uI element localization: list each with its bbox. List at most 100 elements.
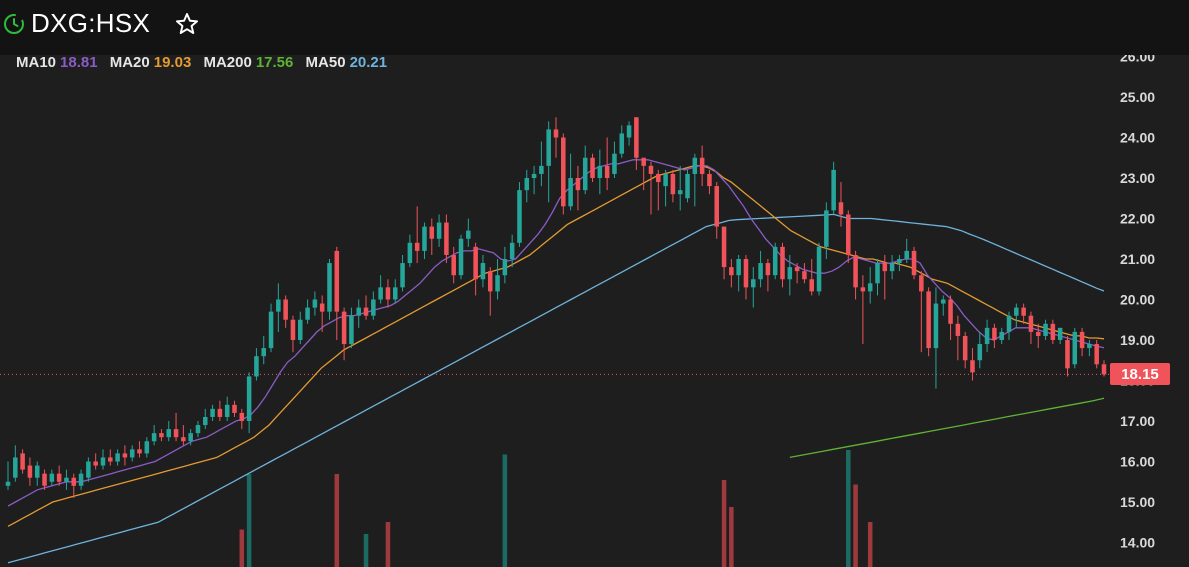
volume-bar <box>721 480 727 567</box>
candle-body <box>137 449 142 454</box>
candle-body <box>1006 315 1012 332</box>
candle-body <box>385 287 391 300</box>
candle-body <box>553 129 559 138</box>
candle-body <box>736 259 741 276</box>
candle-body <box>451 254 456 276</box>
candle-body <box>875 263 880 284</box>
candle-body <box>707 173 712 187</box>
candle-body <box>1014 307 1019 316</box>
candle-body <box>999 331 1004 340</box>
candle-body <box>1035 331 1041 336</box>
candle-body <box>992 327 997 340</box>
candle-body <box>312 299 318 308</box>
candle-body <box>429 226 435 239</box>
candle-body <box>203 416 208 426</box>
volume-bar <box>334 474 340 567</box>
candle-body <box>71 477 77 486</box>
candle-body <box>195 425 201 434</box>
candle-body <box>604 165 610 178</box>
candle-body <box>20 453 25 470</box>
candle-body <box>729 267 734 276</box>
candle-body <box>984 327 990 345</box>
candle-body <box>911 250 917 276</box>
candle-body <box>1050 323 1056 340</box>
candle-body <box>13 457 18 478</box>
y-axis-tick-label: 15.00 <box>1120 494 1155 510</box>
watchlist-star-icon[interactable] <box>174 11 200 37</box>
candle-body <box>56 473 62 482</box>
volume-bar <box>246 474 252 567</box>
candle-body <box>685 173 690 199</box>
candle-body <box>480 263 486 280</box>
y-axis-tick-label: 25.00 <box>1120 89 1155 105</box>
candle-body <box>254 356 259 377</box>
candle-body <box>115 453 120 462</box>
ma20-value: 19.03 <box>153 54 192 71</box>
candle-body <box>5 481 11 486</box>
price-chart[interactable]: 14.0015.0016.0017.0018.0019.0020.0021.00… <box>0 55 1189 567</box>
candle-body <box>436 222 442 239</box>
candle-body <box>1057 327 1063 340</box>
ma50-label: MA50 <box>305 54 346 71</box>
candle-body <box>853 254 858 288</box>
candle-body <box>926 291 931 349</box>
candle-body <box>487 271 493 292</box>
candle-body <box>224 404 230 417</box>
candle-body <box>466 230 471 239</box>
candle-body <box>49 473 55 482</box>
candle-body <box>290 319 296 340</box>
candle-body <box>531 173 537 178</box>
candle-body <box>1101 364 1107 375</box>
candle-body <box>261 348 266 357</box>
candle-body <box>955 323 961 336</box>
ma200-line <box>789 397 1105 459</box>
candle-body <box>962 335 968 361</box>
candle-body <box>517 190 522 243</box>
moving-average-legend: MA10 18.81 MA20 19.03 MA200 17.56 MA50 20.21 <box>16 54 395 71</box>
candle-body <box>122 453 128 458</box>
candle-body <box>1094 344 1099 365</box>
candle-body <box>867 283 873 292</box>
candle-body <box>568 178 573 207</box>
candle-body <box>93 461 98 466</box>
candle-body <box>575 178 581 191</box>
header-bar: DXG:HSX <box>0 0 1189 55</box>
candle-body <box>319 303 325 312</box>
candle-body <box>1043 323 1048 336</box>
candle-body <box>407 242 413 264</box>
candle-body <box>181 437 186 442</box>
candle-body <box>356 307 361 316</box>
volume-bar <box>846 450 851 567</box>
candle-body <box>714 186 720 227</box>
candle-body <box>612 153 617 174</box>
candle-body <box>283 299 288 320</box>
candle-body <box>816 246 822 292</box>
y-axis-tick-label: 23.00 <box>1120 170 1155 186</box>
candle-body <box>188 433 193 442</box>
candle-body <box>414 242 420 251</box>
candle-body <box>422 226 427 251</box>
volume-bar <box>363 534 369 567</box>
candle-body <box>670 173 676 195</box>
candle-body <box>444 222 449 255</box>
candle-body <box>268 311 274 349</box>
candle-body <box>619 133 625 154</box>
candle-body <box>970 360 975 373</box>
candle-body <box>677 190 683 195</box>
volume-bar <box>239 529 245 567</box>
candle-body <box>246 376 252 421</box>
ticker-symbol: DXG:HSX <box>31 8 151 38</box>
candle-body <box>699 157 705 174</box>
candle-body <box>363 307 369 316</box>
candle-body <box>239 412 245 421</box>
candle-body <box>634 117 639 158</box>
candle-body <box>349 315 354 345</box>
candle-body <box>772 246 778 276</box>
candle-body <box>787 267 793 280</box>
candle-body <box>919 275 924 292</box>
candle-body <box>129 449 135 458</box>
ma20-line <box>7 165 1105 527</box>
candle-body <box>597 165 603 178</box>
candle-body <box>27 465 33 478</box>
candle-body <box>1028 315 1034 332</box>
